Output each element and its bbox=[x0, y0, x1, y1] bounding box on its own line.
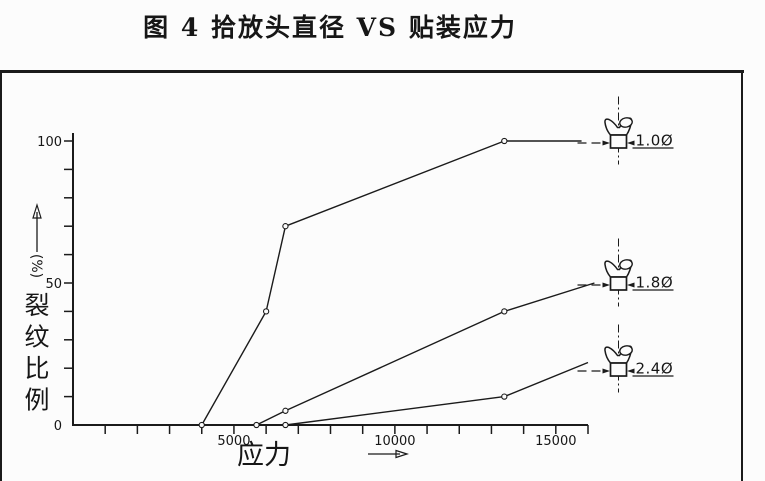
legend-head-icon-head-diameter-1-0-tip bbox=[609, 134, 628, 149]
legend-head-icon-head-diameter-1-8-lobe bbox=[619, 259, 633, 270]
ylabel-char: 比 bbox=[24, 354, 49, 383]
legend-head-icon-head-diameter-2-4-lobe bbox=[619, 345, 633, 356]
frame-border-right bbox=[741, 70, 743, 481]
legend-head-icon-head-diameter-2-4-dim-arrow-right bbox=[627, 368, 635, 374]
legend-head-icon-head-diameter-1-8-dim-arrow-left bbox=[602, 282, 610, 288]
legend-head-icon-head-diameter-1-8-dim-arrow-right bbox=[627, 282, 635, 288]
x-tick-label: 10000 bbox=[374, 434, 415, 449]
series-line-head-diameter-1-0 bbox=[201, 140, 582, 426]
data-point-marker bbox=[253, 421, 260, 429]
y-axis-arrowhead-icon bbox=[32, 202, 42, 219]
x-tick-label: 5000 bbox=[217, 434, 250, 449]
xlabel: 应力 bbox=[237, 440, 291, 471]
data-point-marker bbox=[282, 407, 289, 414]
legend-label-head-diameter-1-0: 1.0Ø bbox=[636, 132, 674, 150]
legend-label-head-diameter-2-4: 2.4Ø bbox=[636, 360, 674, 378]
legend-head-icon-head-diameter-2-4-dim-arrow-left bbox=[602, 368, 610, 374]
data-point-marker bbox=[198, 421, 205, 429]
legend-head-icon-head-diameter-1-0-dim-arrow-right bbox=[627, 140, 635, 146]
legend-label-head-diameter-1-8: 1.8Ø bbox=[636, 274, 674, 292]
x-tick-label: 15000 bbox=[535, 434, 576, 449]
y-tick-label: 50 bbox=[45, 277, 62, 292]
ylabel-char: 例 bbox=[24, 386, 49, 415]
x-axis-arrowhead-icon bbox=[395, 449, 409, 459]
figure-title: 图 4 拾放头直径 VS 贴装应力 bbox=[143, 13, 517, 42]
data-point-marker bbox=[262, 308, 270, 315]
ylabel-char: 裂 bbox=[24, 291, 49, 320]
y-tick-label: 0 bbox=[54, 419, 62, 434]
data-point-marker bbox=[282, 421, 289, 429]
legend-head-icon-head-diameter-1-0-lobe bbox=[619, 117, 633, 128]
series-line-head-diameter-1-8 bbox=[256, 282, 595, 426]
legend-head-icon-head-diameter-1-8-tip bbox=[609, 276, 628, 291]
legend-head-icon-head-diameter-2-4-tip bbox=[609, 362, 628, 377]
data-point-marker bbox=[501, 308, 508, 315]
ylabel-unit: (%) bbox=[28, 254, 44, 278]
frame-border-top bbox=[0, 70, 744, 73]
data-point-marker bbox=[501, 137, 508, 145]
data-point-marker bbox=[282, 223, 289, 230]
data-point-marker bbox=[501, 393, 508, 400]
legend-head-icon-head-diameter-1-0-dim-arrow-left bbox=[602, 140, 610, 146]
series-line-head-diameter-2-4 bbox=[285, 361, 589, 426]
frame-border-left bbox=[0, 70, 2, 481]
y-tick-label: 100 bbox=[37, 135, 62, 150]
ylabel-char: 纹 bbox=[24, 323, 49, 352]
